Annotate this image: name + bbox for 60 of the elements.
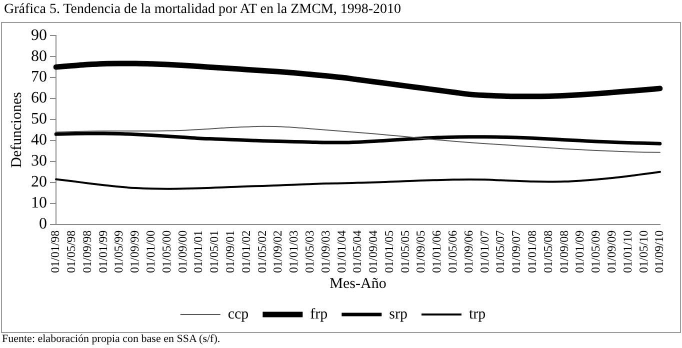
x-tick-label: 01/01/03 (286, 230, 301, 274)
x-tick-label: 01/09/98 (80, 230, 94, 274)
source-note: Fuente: elaboración propia con base en SSA (s/f). (2, 333, 220, 345)
x-tick-label: 01/01/02 (238, 230, 253, 274)
x-tick-label: 01/09/02 (270, 230, 285, 274)
x-tick-label: 01/01/98 (48, 230, 62, 274)
y-axis-title: Defunciones (8, 92, 25, 168)
x-tick-label: 01/09/00 (175, 230, 190, 274)
x-tick-label: 01/09/07 (509, 230, 524, 274)
line-series (56, 126, 660, 153)
x-tick-label: 01/05/03 (302, 230, 316, 274)
legend-label: ccp (228, 306, 249, 322)
x-tick-label: 01/05/01 (207, 230, 222, 274)
y-tick-label: 30 (31, 152, 47, 170)
y-tick-label: 60 (31, 90, 47, 107)
x-tick-label: 01/05/98 (64, 230, 78, 274)
y-tick-label: 90 (31, 26, 47, 44)
x-tick-label: 01/09/05 (414, 230, 428, 274)
x-tick-label: 01/01/07 (477, 230, 492, 274)
x-tick-label: 01/01/04 (334, 230, 348, 274)
x-tick-label: 01/05/09 (588, 230, 603, 274)
y-tick-label: 50 (31, 110, 47, 128)
x-tick-label: 01/01/09 (572, 230, 587, 274)
x-tick-label: 01/05/06 (446, 230, 460, 274)
x-tick-label: 01/01/10 (620, 230, 634, 274)
x-tick-label: 01/09/06 (461, 230, 476, 274)
y-tick-label: 80 (31, 48, 47, 65)
x-tick-label: 01/09/08 (556, 230, 571, 274)
x-tick-label: 01/05/99 (112, 230, 126, 274)
x-tick-label: 01/09/10 (652, 230, 666, 274)
y-tick-label: 70 (31, 68, 47, 86)
x-tick-label: 01/09/99 (128, 230, 142, 274)
legend-label: srp (389, 306, 408, 322)
y-tick-label: 10 (31, 194, 47, 212)
x-tick-label: 01/01/08 (525, 230, 539, 274)
y-tick-label: 20 (31, 174, 47, 191)
x-axis-title: Mes-Año (330, 276, 386, 292)
legend-label: frp (310, 306, 328, 322)
x-tick-label: 01/01/01 (191, 230, 206, 274)
x-tick-label: 01/09/01 (223, 230, 237, 274)
x-tick-label: 01/05/10 (636, 230, 650, 274)
x-tick-label: 01/05/08 (540, 230, 555, 274)
line-series (54, 132, 662, 146)
x-tick-label: 01/09/04 (366, 230, 380, 274)
x-tick-label: 01/01/05 (382, 230, 396, 274)
y-tick-label: 40 (31, 132, 47, 149)
x-tick-label: 01/05/02 (254, 230, 269, 274)
chart-title: Gráfica 5. Tendencia de la mortalidad por AT en la ZMCM, 1998-2010 (4, 2, 402, 18)
y-tick-label: 0 (39, 216, 47, 233)
x-tick-label: 01/09/09 (604, 230, 618, 274)
x-tick-label: 01/01/06 (430, 230, 444, 274)
x-tick-label: 01/05/04 (350, 230, 364, 274)
x-tick-label: 01/09/03 (318, 230, 332, 274)
x-tick-label: 01/05/05 (398, 230, 412, 274)
x-tick-label: 01/05/00 (159, 230, 174, 274)
legend-label: trp (468, 306, 486, 322)
x-tick-label: 01/05/07 (493, 230, 508, 274)
x-tick-label: 01/01/00 (144, 230, 158, 274)
x-tick-label: 01/01/99 (96, 230, 110, 274)
line-series (55, 170, 661, 190)
